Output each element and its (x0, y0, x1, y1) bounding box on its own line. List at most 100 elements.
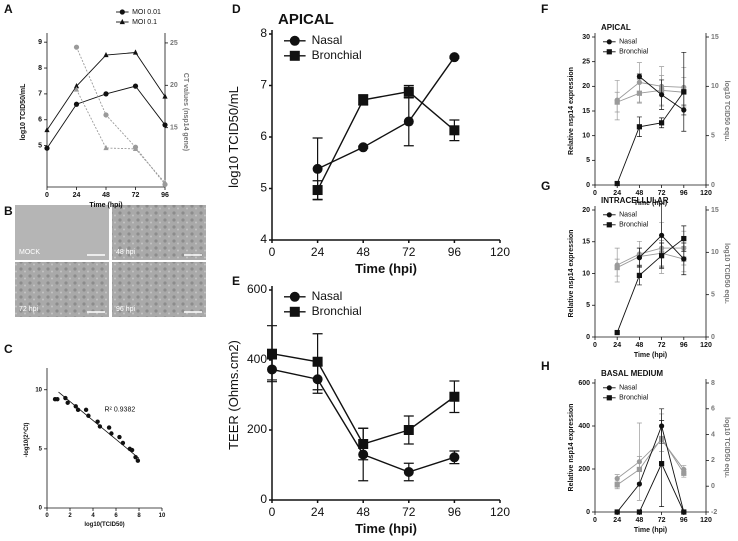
x-axis-label: log10(TCID50) (84, 522, 124, 528)
marker (449, 452, 460, 463)
x-tick-label: 72 (132, 192, 140, 199)
y-axis-label: -log10(2^Ct) (24, 423, 30, 458)
y-tick-label: 10 (582, 270, 590, 277)
x-tick-label: 48 (636, 190, 644, 197)
series-line (317, 56, 455, 170)
marker (449, 52, 460, 63)
marker (73, 101, 80, 107)
micrograph (112, 205, 206, 260)
x-axis-label: Time (hpi) (634, 200, 667, 207)
x-tick-label: 0 (269, 505, 276, 519)
point (55, 397, 60, 402)
marker (659, 253, 665, 259)
chart-panel: D APICAL 0 24 48 72 96 120 4 5 6 7 8 Time (hpi) log10 … (226, 2, 510, 276)
series-line (616, 437, 685, 486)
x-tick-label: 96 (680, 342, 688, 349)
legend-label: MOI 0.1 (132, 19, 157, 26)
y-axis-label: TEER (Ohms.cm2) (226, 340, 241, 450)
marker (636, 124, 642, 130)
marker (162, 179, 168, 185)
y-tick-label: 5 (39, 446, 43, 452)
y2-tick-label: 10 (711, 249, 719, 256)
legend-marker (606, 222, 612, 228)
y-axis-label: Relative nsp14 expression (568, 67, 575, 155)
marker (358, 439, 369, 449)
chart-title: BASAL MEDIUM (601, 369, 663, 378)
marker (614, 99, 620, 105)
marker (103, 91, 109, 97)
panel-label: D (232, 2, 241, 16)
y-tick-label: 400 (578, 423, 590, 430)
chart-panel: C 0 2 4 6 8 10 0 5 10 log10(TCID50) -log10(2^Ct) R² … (4, 342, 166, 528)
y-tick-label: 15 (582, 108, 590, 115)
x-tick-label: 24 (311, 245, 325, 259)
marker (132, 145, 139, 151)
x-tick-label: 0 (593, 517, 597, 524)
y-tick-label: 6 (38, 117, 42, 124)
y2-tick-label: 15 (711, 34, 719, 41)
x-tick-label: 96 (161, 192, 169, 199)
x-tick-label: 72 (658, 190, 666, 197)
panel-label: B (4, 204, 13, 218)
legend-marker (289, 291, 300, 302)
x-tick-label: 120 (700, 342, 712, 349)
marker (103, 144, 109, 151)
y-tick-label: 0 (586, 334, 590, 341)
point (83, 407, 89, 413)
x-tick-label: 120 (700, 517, 712, 524)
y2-tick-label: 20 (170, 82, 178, 89)
point (120, 440, 126, 446)
legend-label: Bronchial (619, 49, 649, 56)
x-tick-label: 96 (448, 505, 462, 519)
series-line (617, 252, 684, 268)
x-tick-label: 96 (680, 190, 688, 197)
marker (162, 122, 168, 128)
legend-marker (606, 395, 612, 401)
legend-marker (606, 212, 612, 218)
y-tick-label: 8 (38, 65, 42, 72)
x-tick-label: 0 (593, 190, 597, 197)
marker (681, 470, 687, 476)
x-tick-label: 48 (102, 192, 110, 199)
marker (103, 51, 109, 58)
y2-tick-label: 0 (711, 483, 715, 490)
fit-line (58, 391, 140, 459)
micrograph (15, 205, 109, 260)
marker (312, 185, 323, 196)
micrograph (112, 262, 206, 317)
y2-tick-label: 2 (711, 457, 715, 464)
legend-marker (119, 18, 125, 25)
y2-tick-label: 0 (711, 182, 715, 189)
x-tick-label: 8 (137, 513, 141, 519)
y-tick-label: 10 (582, 133, 590, 140)
y-axis-label: Relative nsp14 expression (568, 404, 575, 492)
legend-label: Bronchial (619, 222, 649, 229)
marker (103, 112, 109, 118)
x-axis-label: Time (hpi) (634, 527, 667, 534)
y-tick-label: 200 (247, 422, 267, 436)
y-tick-label: 9 (38, 39, 42, 46)
marker (403, 425, 414, 435)
marker (636, 272, 642, 279)
x-tick-label: 0 (593, 342, 597, 349)
point (95, 419, 100, 424)
y-tick-label: 7 (38, 91, 42, 98)
legend-marker (606, 39, 612, 45)
x-tick-label: 72 (658, 517, 666, 524)
micrograph-label: 48 hpi (116, 249, 136, 256)
marker (132, 83, 139, 89)
marker (403, 86, 414, 97)
micrograph (15, 262, 109, 317)
marker (449, 125, 460, 136)
y-axis-label: log10 TCID50/mL (20, 83, 27, 141)
marker (44, 145, 50, 151)
chart-title: INTRACELLULAR (601, 196, 669, 205)
marker (449, 391, 460, 402)
x-tick-label: 24 (613, 517, 621, 524)
marker (636, 90, 642, 96)
marker (132, 49, 139, 55)
panel-label: G (541, 179, 550, 193)
marker (312, 356, 323, 367)
point (129, 447, 135, 453)
marker (659, 92, 665, 98)
